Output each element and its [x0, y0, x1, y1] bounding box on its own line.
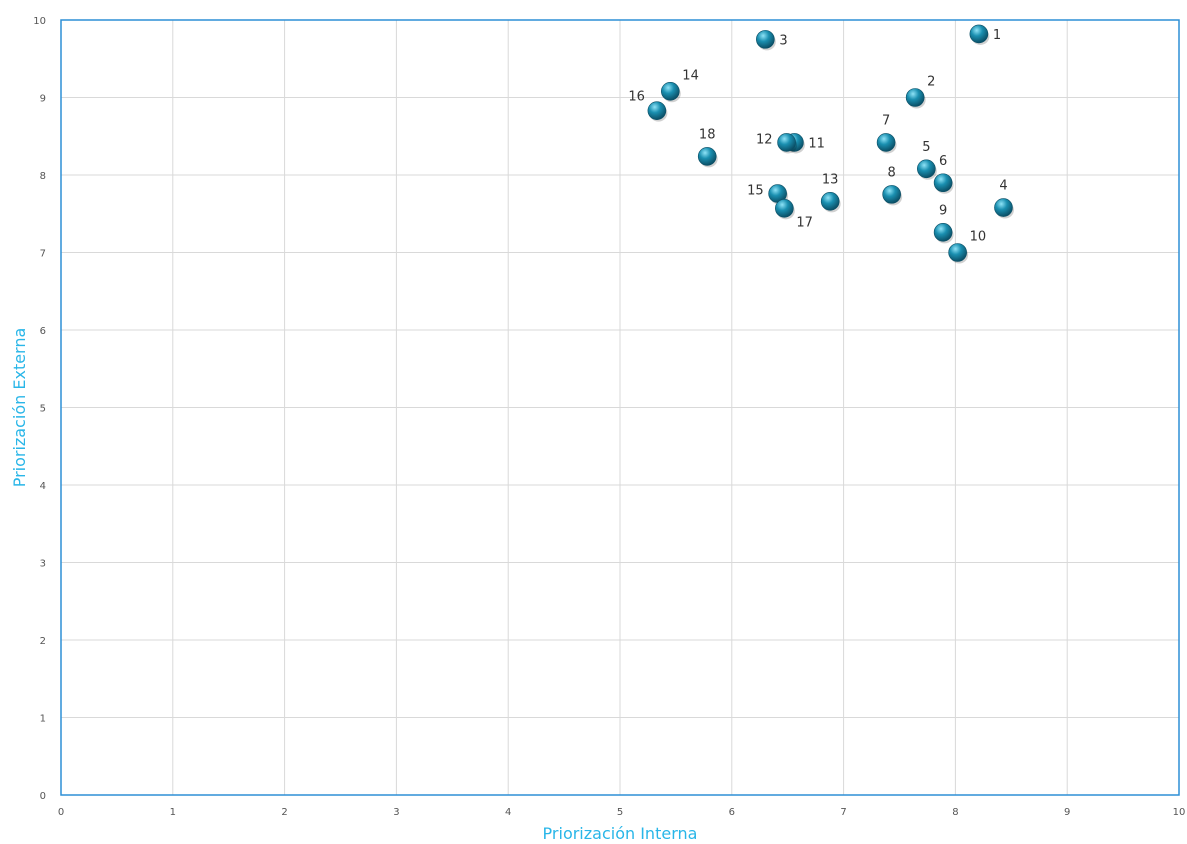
y-tick-label: 3	[40, 559, 46, 570]
x-tick-label: 0	[58, 807, 64, 818]
data-point-3: 3	[756, 30, 788, 51]
x-axis-title: Priorización Interna	[543, 824, 698, 843]
y-tick-label: 10	[33, 16, 46, 27]
point-label: 6	[939, 154, 947, 169]
scatter-marker	[917, 159, 936, 179]
point-label: 16	[628, 90, 645, 105]
y-tick-label: 9	[40, 94, 46, 105]
scatter-marker	[882, 185, 901, 204]
data-point-9: 9	[933, 203, 954, 244]
x-axis-ticks: 0 1 2 3 4 5 6 7 8 9 10	[58, 807, 1186, 818]
point-label: 4	[999, 179, 1007, 194]
y-tick-label: 6	[40, 326, 46, 337]
data-point-10: 10	[948, 230, 987, 264]
point-label: 18	[699, 127, 716, 142]
data-point-13: 13	[820, 172, 841, 213]
x-tick-label: 5	[617, 807, 623, 818]
data-point-6: 6	[933, 154, 954, 194]
data-point-12: 12	[756, 132, 798, 154]
x-tick-label: 2	[281, 807, 287, 818]
point-label: 17	[796, 215, 813, 230]
data-point-7: 7	[876, 113, 897, 154]
point-label: 8	[888, 165, 896, 180]
y-axis-ticks: 0 1 2 3 4 5 6 7 8 9 10	[33, 16, 46, 802]
point-label: 5	[922, 140, 930, 155]
y-tick-label: 8	[40, 171, 46, 182]
scatter-marker	[969, 24, 989, 44]
x-tick-label: 4	[505, 807, 511, 818]
data-point-1: 1	[969, 24, 1001, 45]
scatter-marker	[647, 101, 667, 120]
scatter-marker	[756, 30, 775, 49]
gridlines	[60, 19, 1180, 796]
x-tick-label: 8	[952, 807, 958, 818]
scatter-marker	[777, 133, 796, 152]
scatter-marker	[933, 223, 953, 242]
x-tick-label: 3	[393, 807, 399, 818]
point-label: 14	[682, 68, 699, 83]
x-tick-label: 6	[729, 807, 735, 818]
point-label: 13	[822, 172, 839, 187]
data-point-14: 14	[661, 68, 699, 103]
y-tick-label: 2	[40, 636, 46, 647]
point-label: 12	[756, 132, 773, 147]
scatter-marker	[905, 88, 925, 107]
scatter-marker	[876, 133, 896, 152]
scatter-marker	[994, 198, 1013, 217]
data-point-2: 2	[905, 75, 935, 109]
data-point-16: 16	[628, 90, 668, 122]
y-tick-label: 1	[40, 714, 46, 725]
point-label: 11	[808, 136, 825, 151]
data-point-17: 17	[775, 199, 813, 230]
x-tick-label: 1	[170, 807, 176, 818]
scatter-marker	[775, 199, 794, 218]
y-tick-label: 4	[40, 481, 46, 492]
y-tick-label: 0	[40, 791, 46, 802]
point-label: 9	[939, 203, 947, 218]
scatter-marker	[933, 173, 953, 193]
scatter-marker	[948, 243, 967, 262]
plot-area-border	[60, 19, 1180, 796]
data-point-5: 5	[917, 140, 937, 180]
point-label: 1	[993, 28, 1001, 43]
y-tick-label: 5	[40, 404, 46, 415]
data-point-18: 18	[697, 127, 718, 168]
point-label: 3	[779, 33, 787, 48]
x-tick-label: 7	[840, 807, 846, 818]
point-label: 2	[927, 75, 935, 90]
x-tick-label: 10	[1173, 807, 1186, 818]
y-tick-label: 7	[40, 249, 46, 260]
scatter-marker	[661, 82, 680, 101]
point-label: 15	[747, 184, 764, 199]
point-label: 10	[970, 230, 987, 245]
point-label: 7	[882, 113, 890, 128]
scatter-marker	[820, 192, 840, 211]
scatter-marker	[697, 147, 717, 166]
data-point-4: 4	[994, 179, 1014, 219]
data-point-8: 8	[882, 165, 903, 206]
x-tick-label: 9	[1064, 807, 1070, 818]
y-axis-title: Priorización Externa	[10, 328, 29, 488]
